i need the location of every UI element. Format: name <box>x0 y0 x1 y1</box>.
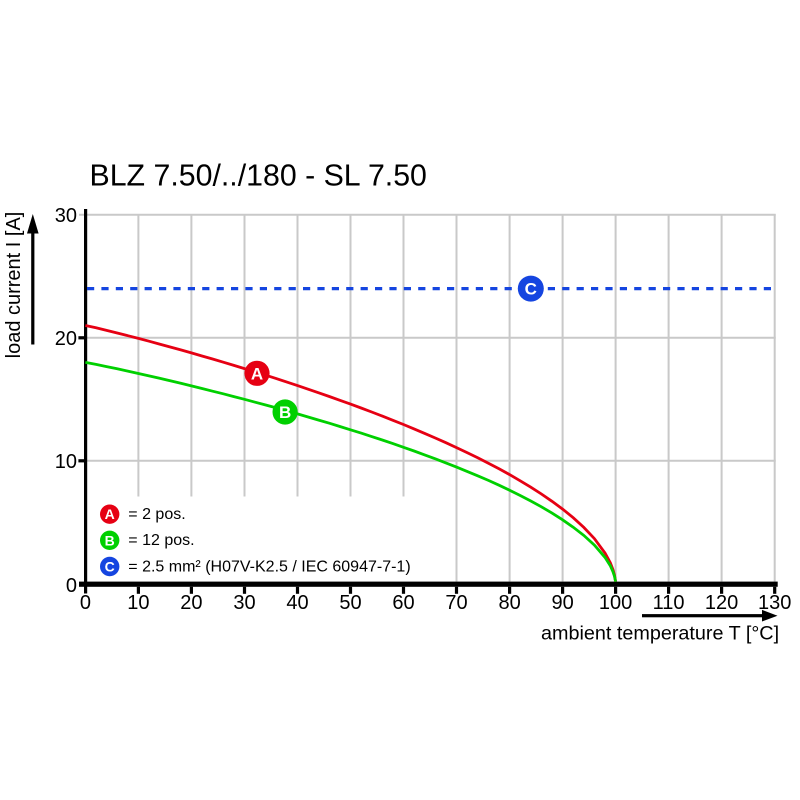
svg-text:= 12 pos.: = 12 pos. <box>128 532 194 549</box>
svg-text:0: 0 <box>80 592 91 614</box>
svg-text:40: 40 <box>286 592 308 614</box>
svg-text:ambient temperature T [°C]: ambient temperature T [°C] <box>541 623 779 645</box>
svg-text:90: 90 <box>551 592 573 614</box>
svg-text:50: 50 <box>339 592 361 614</box>
svg-text:130: 130 <box>758 592 791 614</box>
svg-text:= 2 pos.: = 2 pos. <box>128 506 185 523</box>
svg-text:10: 10 <box>127 592 149 614</box>
svg-text:70: 70 <box>445 592 467 614</box>
svg-text:20: 20 <box>55 328 77 350</box>
svg-text:C: C <box>105 559 115 575</box>
svg-text:10: 10 <box>55 451 77 473</box>
svg-text:30: 30 <box>233 592 255 614</box>
svg-text:80: 80 <box>498 592 520 614</box>
svg-text:B: B <box>279 403 291 422</box>
svg-text:100: 100 <box>599 592 632 614</box>
svg-text:120: 120 <box>705 592 738 614</box>
svg-text:BLZ 7.50/../180 - SL 7.50: BLZ 7.50/../180 - SL 7.50 <box>90 160 427 193</box>
svg-text:= 2.5 mm² (H07V-K2.5 / IEC 609: = 2.5 mm² (H07V-K2.5 / IEC 60947-7-1) <box>128 558 410 575</box>
svg-text:60: 60 <box>392 592 414 614</box>
svg-text:20: 20 <box>180 592 202 614</box>
svg-text:A: A <box>251 364 263 383</box>
svg-text:C: C <box>525 280 537 299</box>
svg-text:B: B <box>105 532 115 548</box>
svg-text:0: 0 <box>66 575 77 597</box>
svg-text:A: A <box>105 506 115 522</box>
svg-text:110: 110 <box>653 592 685 614</box>
svg-text:load current I [A]: load current I [A] <box>3 212 25 359</box>
svg-text:30: 30 <box>55 205 77 227</box>
